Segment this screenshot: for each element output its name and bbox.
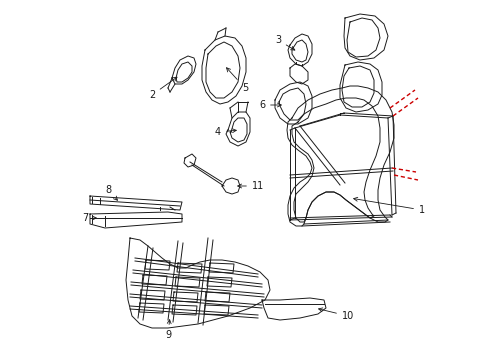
Text: 1: 1: [353, 197, 424, 215]
Text: 6: 6: [259, 100, 281, 110]
Text: 8: 8: [105, 185, 117, 200]
Text: 3: 3: [274, 35, 294, 50]
Text: 5: 5: [226, 68, 247, 93]
Text: 11: 11: [237, 181, 264, 191]
Text: 9: 9: [164, 320, 171, 340]
Text: 4: 4: [215, 127, 236, 137]
Text: 10: 10: [318, 308, 353, 321]
Text: 2: 2: [148, 77, 177, 100]
Text: 7: 7: [81, 213, 96, 223]
